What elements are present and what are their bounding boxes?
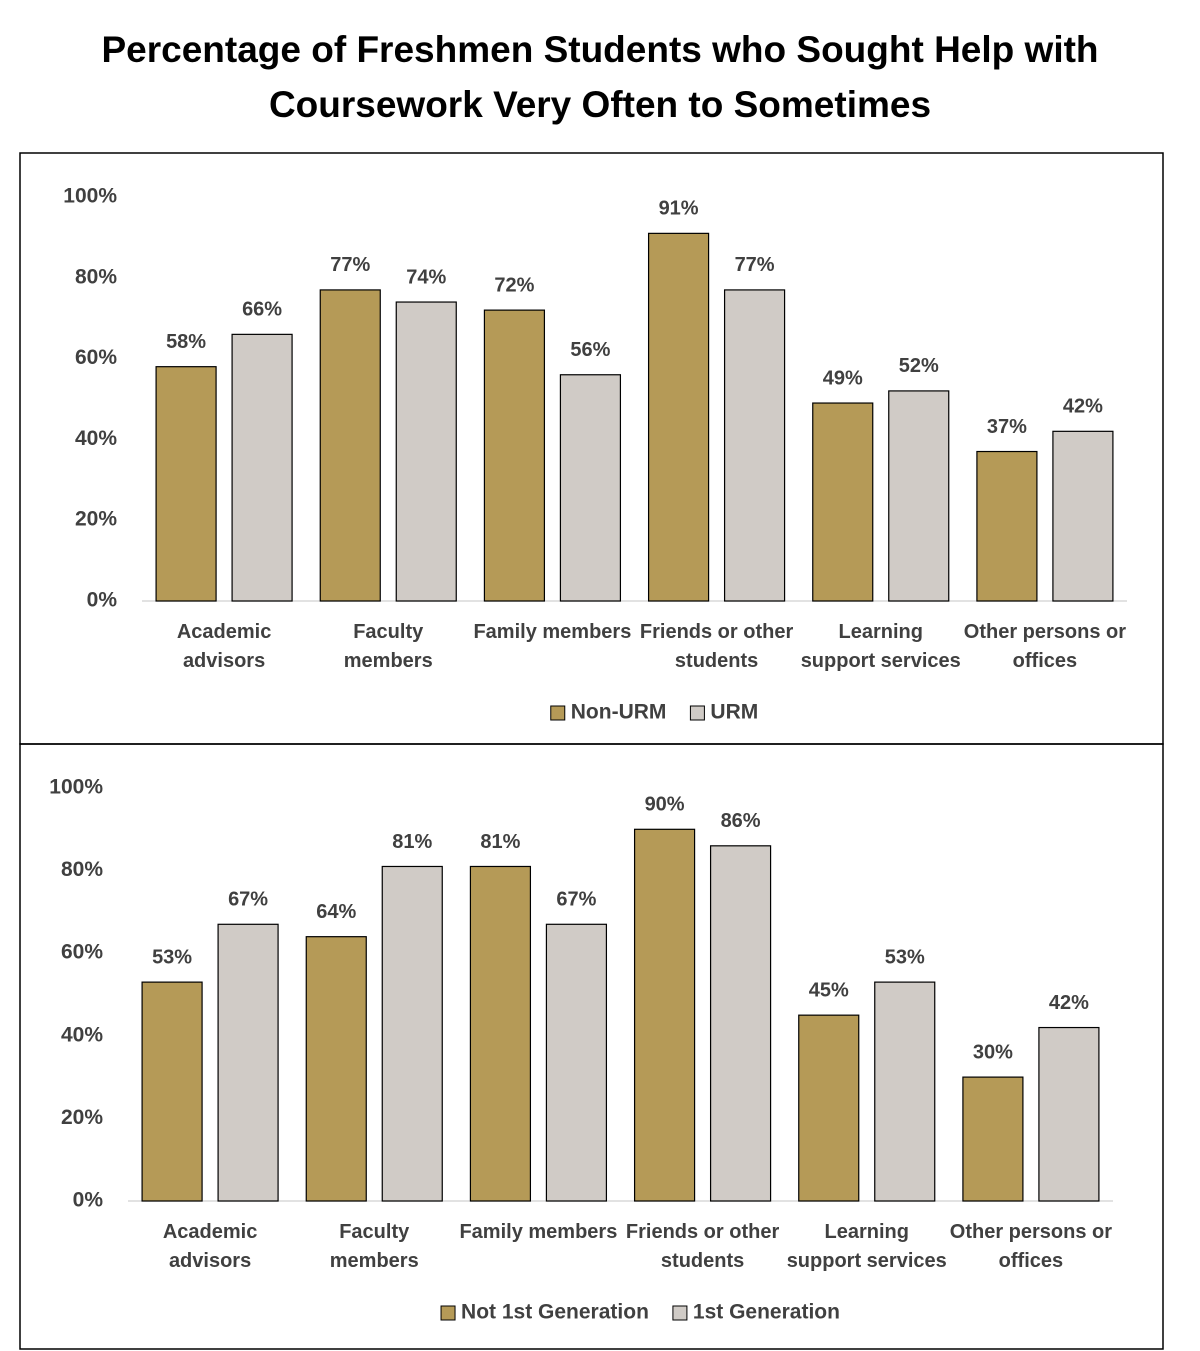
data-label: 53% xyxy=(152,946,192,968)
bar xyxy=(888,390,950,602)
data-label: 67% xyxy=(556,889,596,911)
y-tick-label: 40% xyxy=(75,427,117,450)
bar xyxy=(217,923,279,1202)
x-tick-label-box: Friends or other students xyxy=(625,1221,780,1272)
y-tick-label: 0% xyxy=(87,589,118,612)
bar xyxy=(545,923,608,1202)
y-tick-label: 40% xyxy=(61,1023,103,1046)
x-tick-label-box: Other persons or offices xyxy=(949,1221,1113,1272)
bar xyxy=(633,828,696,1202)
y-tick-label: 100% xyxy=(63,185,117,208)
chart-frame xyxy=(19,743,1164,1350)
legend-label: Non-URM xyxy=(571,701,667,724)
y-tick-label: 80% xyxy=(75,265,117,288)
bar xyxy=(798,1014,860,1202)
x-tick-label: Friends or other students xyxy=(625,1221,780,1272)
data-label: 49% xyxy=(823,367,863,389)
data-label: 81% xyxy=(392,831,432,853)
x-tick-label: Learning support services xyxy=(800,621,961,672)
data-label: 66% xyxy=(242,299,282,321)
data-label: 67% xyxy=(228,889,268,911)
legend-swatch xyxy=(672,1305,688,1321)
data-label: 77% xyxy=(735,254,775,276)
x-tick-label-box: Learning support services xyxy=(786,1221,947,1272)
x-tick-label-box: Family members xyxy=(473,621,632,643)
data-label: 74% xyxy=(406,266,446,288)
legend-swatch xyxy=(440,1305,456,1321)
data-label: 45% xyxy=(809,979,849,1001)
data-label: 42% xyxy=(1063,396,1103,418)
data-label: 72% xyxy=(494,274,534,296)
bar xyxy=(962,1076,1024,1202)
data-label: 90% xyxy=(645,794,685,816)
x-tick-label-box: Family members xyxy=(459,1221,618,1243)
y-tick-label: 20% xyxy=(75,508,117,531)
data-label: 56% xyxy=(570,339,610,361)
bar xyxy=(469,865,532,1202)
data-label: 58% xyxy=(166,331,206,353)
x-tick-label: Faculty members xyxy=(329,1221,419,1272)
bar xyxy=(723,289,786,602)
x-tick-label-box: Learning support services xyxy=(800,621,961,672)
bar xyxy=(319,289,381,602)
data-label: 64% xyxy=(316,901,356,923)
x-tick-label: Other persons or offices xyxy=(963,621,1127,672)
x-tick-label: Other persons or offices xyxy=(949,1221,1113,1272)
x-tick-label: Family members xyxy=(459,1221,618,1243)
bar xyxy=(1038,1026,1100,1202)
x-tick-label-box: Friends or other students xyxy=(639,621,794,672)
page-title-box: Percentage of Freshmen Students who Soug… xyxy=(101,29,1099,125)
bar xyxy=(381,865,443,1202)
bar xyxy=(1052,430,1114,602)
x-tick-label: Family members xyxy=(473,621,632,643)
legend-label: URM xyxy=(710,701,758,724)
x-tick-label-box: Faculty members xyxy=(343,621,433,672)
bar xyxy=(155,366,217,602)
data-label: 77% xyxy=(330,254,370,276)
page-title: Percentage of Freshmen Students who Soug… xyxy=(101,29,1099,125)
data-label: 37% xyxy=(987,416,1027,438)
x-tick-label-box: Academic advisors xyxy=(176,621,272,672)
data-label: 86% xyxy=(721,810,761,832)
y-tick-label: 100% xyxy=(49,776,103,799)
bar xyxy=(812,402,874,602)
x-tick-label: Learning support services xyxy=(786,1221,947,1272)
legend-swatch xyxy=(550,705,566,721)
data-label: 81% xyxy=(480,831,520,853)
data-label: 91% xyxy=(659,198,699,220)
bar xyxy=(559,374,622,602)
y-tick-label: 60% xyxy=(75,346,117,369)
x-tick-label: Academic advisors xyxy=(176,621,272,672)
y-tick-label: 20% xyxy=(61,1106,103,1129)
x-tick-label: Faculty members xyxy=(343,621,433,672)
data-label: 42% xyxy=(1049,992,1089,1014)
y-tick-label: 0% xyxy=(73,1189,104,1212)
bar xyxy=(709,845,772,1202)
bar xyxy=(976,450,1038,602)
bar xyxy=(483,309,546,602)
bar xyxy=(231,333,293,602)
data-label: 52% xyxy=(899,355,939,377)
bar xyxy=(874,981,936,1202)
bar xyxy=(395,301,457,602)
x-tick-label: Friends or other students xyxy=(639,621,794,672)
data-label: 53% xyxy=(885,946,925,968)
y-tick-label: 60% xyxy=(61,941,103,964)
x-tick-label-box: Other persons or offices xyxy=(963,621,1127,672)
legend-label: 1st Generation xyxy=(693,1301,840,1324)
x-tick-label-box: Faculty members xyxy=(329,1221,419,1272)
legend-swatch xyxy=(689,705,705,721)
x-tick-label-box: Academic advisors xyxy=(162,1221,258,1272)
bar xyxy=(141,981,203,1202)
legend-label: Not 1st Generation xyxy=(461,1301,649,1324)
bar xyxy=(305,936,367,1202)
bar xyxy=(647,232,710,602)
x-tick-label: Academic advisors xyxy=(162,1221,258,1272)
y-tick-label: 80% xyxy=(61,858,103,881)
data-label: 30% xyxy=(973,1041,1013,1063)
